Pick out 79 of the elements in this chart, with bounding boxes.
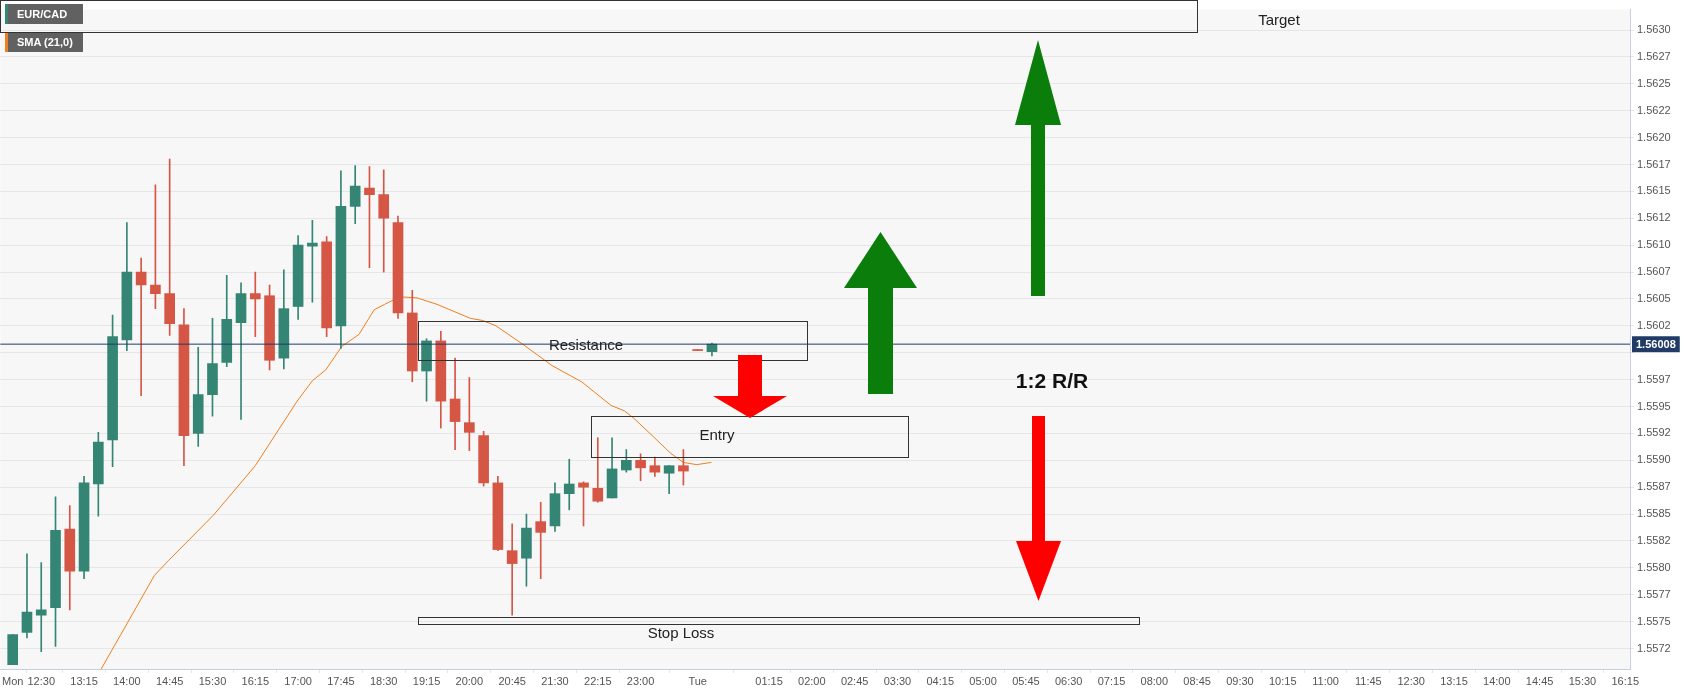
annotation: Target [1258,10,1300,28]
x-tick-label: 05:45 [1012,674,1040,687]
x-tick-label: 12:30 [27,674,56,687]
candlestick [592,437,604,503]
ref-line-label: 1.56008 [1636,338,1676,351]
x-tick-label: 02:00 [798,674,826,687]
y-tick-label: 1.5610 [1637,238,1671,251]
x-tick-label: 20:00 [455,674,484,687]
annotation: 1:2 R/R [1015,369,1089,393]
y-tick-label: 1.5595 [1637,399,1671,412]
y-tick-label: 1.5572 [1637,641,1671,654]
y-tick-label: 1.5607 [1637,265,1671,278]
y-tick-label: 1.5592 [1637,426,1671,439]
y-tick-label: 1.5627 [1637,49,1671,62]
x-tick-label: 08:45 [1183,674,1211,687]
y-tick-label: 1.5612 [1637,211,1671,224]
candlestick [249,271,261,337]
x-tick-label: 02:45 [840,674,869,687]
x-tick-label: 14:00 [1483,674,1511,687]
x-tick-label: Mon [2,674,24,687]
y-tick-label: 1.5587 [1637,480,1671,493]
x-tick-label: 13:15 [70,674,98,687]
x-tick-label: 18:30 [369,674,398,687]
y-tick-label: 1.5615 [1637,184,1671,197]
legend-label: EUR/CAD [5,4,83,24]
x-tick-label: 15:30 [198,674,227,687]
annotation: Stop Loss [647,623,715,641]
x-tick-label: 10:15 [1268,674,1297,687]
y-tick-label: 1.5602 [1637,318,1671,331]
y-tick-label: 1.5620 [1637,130,1671,143]
y-tick-label: 1.5585 [1637,507,1671,520]
y-tick-label: 1.5580 [1637,560,1671,573]
x-tick-label: 04:15 [926,674,955,687]
x-tick-label: 13:15 [1440,674,1468,687]
y-tick-label: 1.5575 [1637,614,1671,627]
y-tick-label: 1.5597 [1637,372,1671,385]
x-tick-label: Tue [688,674,707,687]
y-tick-label: 1.5622 [1637,103,1671,116]
x-tick-label: 19:15 [412,674,441,687]
x-tick-label: 12:30 [1397,674,1425,687]
candlestick [535,501,547,579]
x-tick-label: 08:00 [1140,674,1169,687]
x-tick-label: 23:00 [626,674,655,687]
candlestick [563,458,575,511]
candlestick [21,553,33,639]
x-tick-label: 15:30 [1568,674,1597,687]
x-tick-label: 11:45 [1355,674,1382,687]
x-tick-label: 14:45 [155,674,184,687]
candlestick [378,169,390,273]
x-tick-label: 06:30 [1054,674,1083,687]
y-tick-label: 1.5582 [1637,534,1671,547]
x-tick-label: 14:00 [113,674,141,687]
y-tick-label: 1.5625 [1637,76,1671,89]
y-tick-label: 1.5630 [1637,23,1671,36]
x-tick-label: 17:45 [327,674,355,687]
candlestick [506,523,518,616]
x-tick-label: 01:15 [755,674,783,687]
annotation: Entry [699,425,735,443]
x-tick-label: 09:30 [1226,674,1254,687]
legend-label: SMA (21,0) [5,32,83,52]
x-tick-label: 22:15 [584,674,612,687]
candlestick [164,158,175,336]
x-tick-label: 05:00 [969,674,997,687]
y-tick-label: 1.5577 [1637,587,1671,600]
candlestick [135,257,147,397]
x-tick-label: 16:15 [241,674,270,687]
x-tick-label: 14:45 [1525,674,1554,687]
x-tick-label: 17:00 [284,674,312,687]
x-tick-label: 21:30 [541,674,569,687]
candlestick [35,562,47,653]
x-tick-label: 03:30 [883,674,912,687]
y-tick-label: 1.5605 [1637,291,1671,304]
candlestick [235,282,247,420]
x-tick-label: 11:00 [1312,674,1339,687]
x-tick-label: 07:15 [1097,674,1126,687]
x-tick-label: 16:15 [1611,674,1640,687]
y-tick-label: 1.5617 [1637,157,1671,170]
y-tick-label: 1.5590 [1637,453,1671,466]
x-tick-label: 20:45 [498,674,526,687]
